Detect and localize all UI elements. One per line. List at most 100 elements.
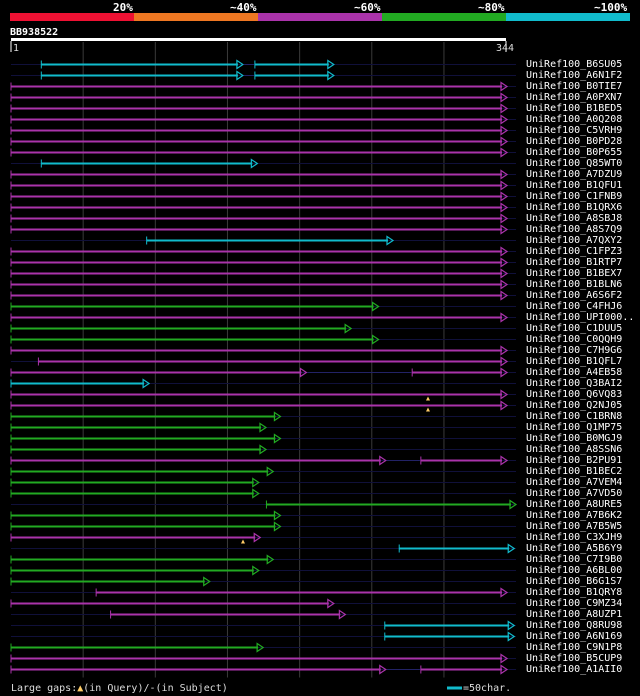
hit-end-arrow <box>273 521 282 532</box>
query-gap-marker <box>241 539 245 544</box>
hit-label[interactable]: UniRef100_C1FNB9 <box>526 190 623 202</box>
hit-end-arrow <box>273 433 282 444</box>
in-subject-label: (in Subject) <box>155 683 228 694</box>
hit-label[interactable]: UniRef100_C1FPZ3 <box>526 245 623 257</box>
hit-label[interactable]: UniRef100_B1RTP7 <box>526 256 623 268</box>
hit-end-arrow <box>500 169 509 180</box>
scale-bar-2 <box>134 13 258 21</box>
hit-label[interactable]: UniRef100_Q6VQ83 <box>526 388 623 400</box>
hit-end-arrow <box>236 70 244 81</box>
hit-label[interactable]: UniRef100_A5B6Y9 <box>526 542 623 554</box>
hit-end-arrow <box>507 620 516 631</box>
hit-label[interactable]: UniRef100_B1QRY8 <box>526 586 623 598</box>
hit-end-arrow <box>142 378 151 389</box>
hit-label[interactable]: UniRef100_A0PXN7 <box>526 91 623 103</box>
hit-end-arrow <box>236 59 244 70</box>
hit-label[interactable]: UniRef100_B1BEC2 <box>526 465 623 477</box>
hit-end-arrow <box>500 268 509 279</box>
hit-label[interactable]: UniRef100_A6N1F2 <box>526 69 623 81</box>
hit-end-arrow <box>507 543 516 554</box>
hit-end-arrow <box>500 103 509 114</box>
hit-label[interactable]: UniRef100_A7B6K2 <box>526 509 623 521</box>
hit-end-arrow <box>327 70 335 81</box>
hit-label[interactable]: UniRef100_C3XJH9 <box>526 531 623 543</box>
footer-gaps-legend: Large gaps:▲(in Query)/-(in Subject) <box>11 683 228 694</box>
hit-label[interactable]: UniRef100_A6S6F2 <box>526 289 623 301</box>
hit-label[interactable]: UniRef100_UPI000.. <box>526 311 635 323</box>
hit-label[interactable]: UniRef100_A1AII0 <box>526 663 623 675</box>
hit-label[interactable]: UniRef100_A7DZU9 <box>526 168 623 180</box>
hit-label[interactable]: UniRef100_B5CUP9 <box>526 652 623 664</box>
hit-label[interactable]: UniRef100_C7I9B0 <box>526 553 623 565</box>
hit-end-arrow <box>509 499 518 510</box>
hit-end-arrow <box>500 455 509 466</box>
hit-end-arrow <box>250 158 259 169</box>
hit-end-arrow <box>500 279 509 290</box>
hit-label[interactable]: UniRef100_C4FHJ6 <box>526 300 623 312</box>
hit-end-arrow <box>500 191 509 202</box>
hit-label[interactable]: UniRef100_B6G1S7 <box>526 575 623 587</box>
query-gap-marker <box>426 407 430 412</box>
hit-label[interactable]: UniRef100_C0QQH9 <box>526 333 623 345</box>
hit-label[interactable]: UniRef100_C9MZ34 <box>526 597 623 609</box>
hit-label[interactable]: UniRef100_B2PU91 <box>526 454 623 466</box>
hit-label[interactable]: UniRef100_A7VD50 <box>526 487 623 499</box>
hit-label[interactable]: UniRef100_A6BL00 <box>526 564 623 576</box>
hit-label[interactable]: UniRef100_B1BEX7 <box>526 267 623 279</box>
hit-label[interactable]: UniRef100_Q1MP75 <box>526 421 623 433</box>
hit-end-arrow <box>500 147 509 158</box>
hit-label[interactable]: UniRef100_C1DUU5 <box>526 322 623 334</box>
hit-label[interactable]: UniRef100_Q2NJ05 <box>526 399 623 411</box>
query-id: BB938522 <box>10 27 59 38</box>
hit-end-arrow <box>500 213 509 224</box>
hit-end-arrow <box>256 642 265 653</box>
hit-end-arrow <box>253 532 262 543</box>
hit-label[interactable]: UniRef100_C5VRH9 <box>526 124 623 136</box>
hit-label[interactable]: UniRef100_A8UZP1 <box>526 608 623 620</box>
hit-end-arrow <box>500 389 509 400</box>
hit-label[interactable]: UniRef100_A7B5W5 <box>526 520 623 532</box>
hit-label[interactable]: UniRef100_B0PD28 <box>526 135 623 147</box>
scale-bar-1 <box>10 13 134 21</box>
query-start: 1 <box>13 43 20 54</box>
hit-end-arrow <box>266 466 275 477</box>
hit-label[interactable]: UniRef100_A8SBJ8 <box>526 212 623 224</box>
hit-end-arrow <box>344 323 353 334</box>
hit-label[interactable]: UniRef100_B1BED5 <box>526 102 623 114</box>
hit-label[interactable]: UniRef100_B0P655 <box>526 146 623 158</box>
hit-label[interactable]: UniRef100_B0TIE7 <box>526 80 623 92</box>
hit-end-arrow <box>203 576 211 587</box>
hit-label[interactable]: UniRef100_A6N169 <box>526 630 623 642</box>
hit-label[interactable]: UniRef100_B1QRX6 <box>526 201 623 213</box>
hit-end-arrow <box>500 81 509 92</box>
hit-label[interactable]: UniRef100_C1BRN8 <box>526 410 623 422</box>
hit-end-arrow <box>371 334 380 345</box>
hit-label[interactable]: UniRef100_A8URE5 <box>526 498 623 510</box>
hit-label[interactable]: UniRef100_B6SU05 <box>526 58 623 70</box>
hit-label[interactable]: UniRef100_A8S7Q9 <box>526 223 623 235</box>
hit-label[interactable]: UniRef100_B0MGJ9 <box>526 432 623 444</box>
hit-end-arrow <box>500 114 509 125</box>
hit-label[interactable]: UniRef100_C9N1P8 <box>526 641 623 653</box>
hit-label[interactable]: UniRef100_A4EB58 <box>526 366 623 378</box>
hit-label[interactable]: UniRef100_Q85WT0 <box>526 157 623 169</box>
hit-label[interactable]: UniRef100_Q8RU98 <box>526 619 623 631</box>
scale-bar-5 <box>506 13 630 21</box>
hit-label[interactable]: UniRef100_A0Q208 <box>526 113 623 125</box>
scale-label-1: 20% <box>113 1 133 14</box>
query-end: 344 <box>496 43 515 54</box>
hit-label[interactable]: UniRef100_B1BLN6 <box>526 278 623 290</box>
hit-label[interactable]: UniRef100_C7H9G6 <box>526 344 623 356</box>
hit-end-arrow <box>500 257 509 268</box>
hit-end-arrow <box>299 367 308 378</box>
hit-end-arrow <box>500 136 509 147</box>
hit-label[interactable]: UniRef100_A7VEM4 <box>526 476 623 488</box>
hit-label[interactable]: UniRef100_B1QFL7 <box>526 355 623 367</box>
hit-label[interactable]: UniRef100_A7QXY2 <box>526 234 623 246</box>
hit-end-arrow <box>500 290 509 301</box>
gaps-label: Large gaps: <box>11 683 78 694</box>
hit-end-arrow <box>500 356 509 367</box>
hit-label[interactable]: UniRef100_B1QFU1 <box>526 179 623 191</box>
hit-label[interactable]: UniRef100_A8SSN6 <box>526 443 623 455</box>
hit-label[interactable]: UniRef100_Q3BAI2 <box>526 377 623 389</box>
